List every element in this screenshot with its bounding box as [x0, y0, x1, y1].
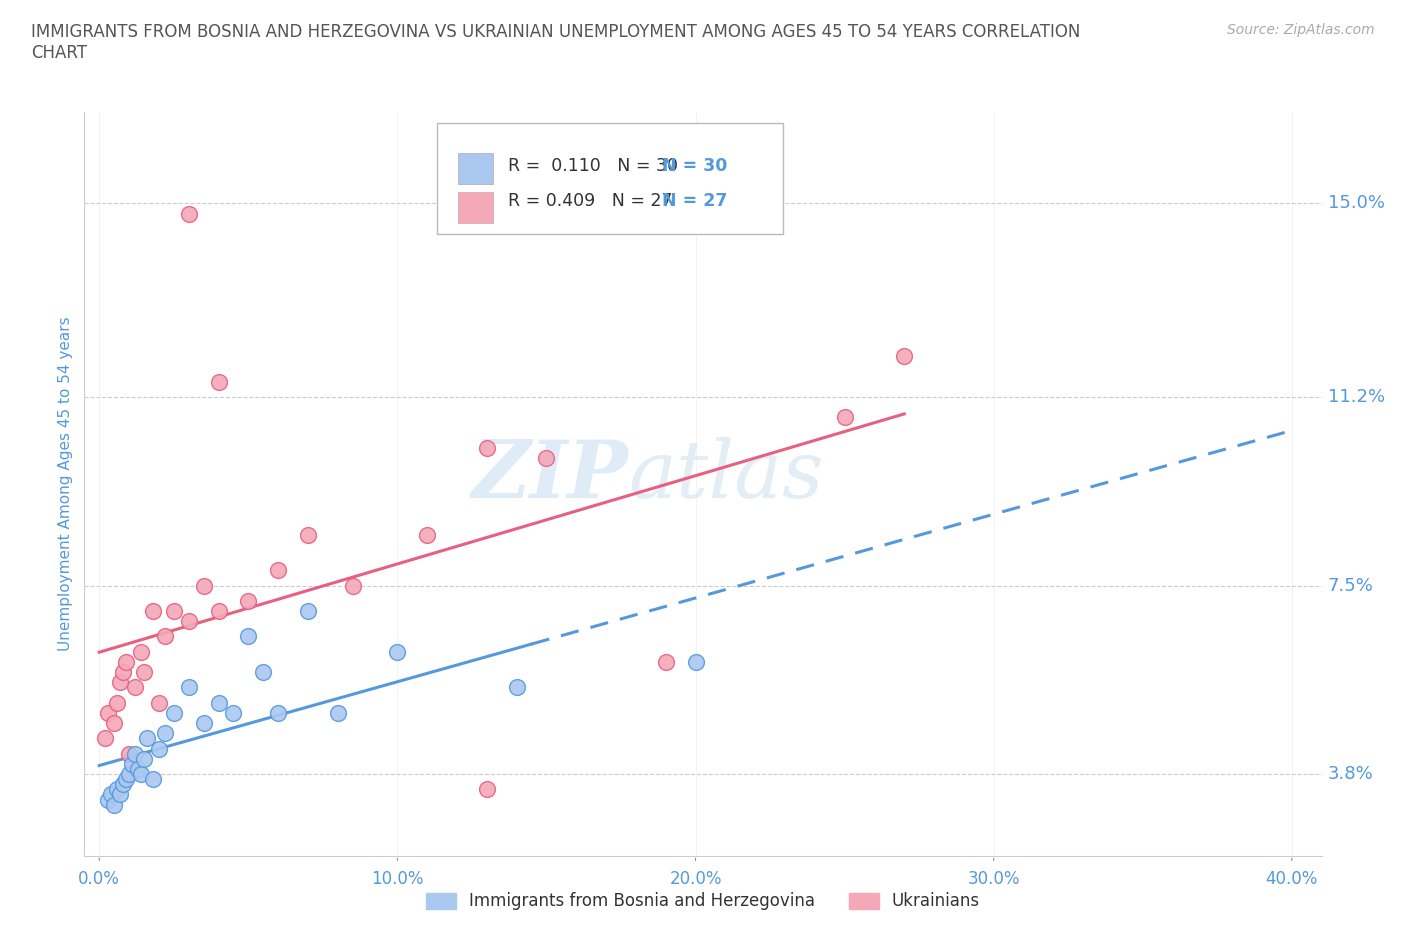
Point	[121, 756, 143, 771]
Point	[207, 374, 229, 389]
Point	[127, 762, 149, 777]
Point	[654, 655, 676, 670]
Point	[105, 696, 128, 711]
Point	[177, 680, 200, 695]
Text: ZIP: ZIP	[472, 437, 628, 515]
Text: N = 30: N = 30	[650, 157, 727, 175]
Point	[115, 655, 138, 670]
Point	[163, 706, 186, 721]
Legend: Immigrants from Bosnia and Herzegovina, Ukrainians: Immigrants from Bosnia and Herzegovina, …	[419, 885, 987, 917]
Text: N = 27: N = 27	[650, 193, 727, 210]
Point	[387, 644, 409, 659]
Text: 0.0%: 0.0%	[79, 870, 120, 888]
Point	[297, 527, 319, 542]
Text: 30.0%: 30.0%	[967, 870, 1019, 888]
Point	[238, 593, 260, 608]
Point	[112, 777, 135, 791]
Point	[97, 706, 120, 721]
Text: R = 0.409   N = 27: R = 0.409 N = 27	[508, 193, 672, 210]
Point	[112, 665, 135, 680]
Point	[129, 766, 152, 781]
Point	[207, 604, 229, 618]
Point	[100, 787, 122, 802]
Point	[222, 706, 245, 721]
Text: 3.8%: 3.8%	[1327, 765, 1374, 783]
Point	[207, 696, 229, 711]
Text: 40.0%: 40.0%	[1265, 870, 1317, 888]
Text: IMMIGRANTS FROM BOSNIA AND HERZEGOVINA VS UKRAINIAN UNEMPLOYMENT AMONG AGES 45 T: IMMIGRANTS FROM BOSNIA AND HERZEGOVINA V…	[31, 23, 1080, 62]
Text: 15.0%: 15.0%	[1327, 194, 1385, 212]
Point	[893, 349, 915, 364]
Point	[132, 665, 155, 680]
Point	[124, 680, 146, 695]
Text: 10.0%: 10.0%	[371, 870, 423, 888]
Point	[124, 746, 146, 761]
Point	[129, 644, 152, 659]
Y-axis label: Unemployment Among Ages 45 to 54 years: Unemployment Among Ages 45 to 54 years	[58, 316, 73, 651]
Point	[193, 716, 215, 731]
Point	[326, 706, 349, 721]
Point	[505, 680, 527, 695]
Point	[132, 751, 155, 766]
Point	[177, 614, 200, 629]
FancyBboxPatch shape	[458, 192, 492, 223]
Point	[416, 527, 439, 542]
Point	[118, 766, 141, 781]
Point	[118, 746, 141, 761]
Text: Source: ZipAtlas.com: Source: ZipAtlas.com	[1227, 23, 1375, 37]
Text: 20.0%: 20.0%	[669, 870, 721, 888]
Point	[297, 604, 319, 618]
Point	[153, 629, 176, 644]
Point	[193, 578, 215, 593]
Text: atlas: atlas	[628, 437, 824, 515]
Point	[103, 716, 125, 731]
Point	[475, 782, 498, 797]
Point	[108, 787, 131, 802]
Point	[142, 772, 165, 787]
Point	[238, 629, 260, 644]
Point	[177, 206, 200, 221]
Point	[685, 655, 707, 670]
Point	[342, 578, 364, 593]
Point	[103, 797, 125, 812]
Point	[115, 772, 138, 787]
Point	[267, 706, 290, 721]
Point	[163, 604, 186, 618]
Point	[536, 451, 558, 466]
Text: 11.2%: 11.2%	[1327, 388, 1385, 406]
Point	[267, 563, 290, 578]
Point	[108, 675, 131, 690]
Point	[105, 782, 128, 797]
Text: R =  0.110   N = 30: R = 0.110 N = 30	[508, 157, 678, 175]
Point	[252, 665, 274, 680]
Point	[142, 604, 165, 618]
Point	[136, 731, 159, 746]
Point	[97, 792, 120, 807]
Point	[834, 410, 856, 425]
FancyBboxPatch shape	[458, 153, 492, 184]
Point	[94, 731, 117, 746]
Point	[148, 696, 170, 711]
Point	[148, 741, 170, 756]
Point	[475, 441, 498, 456]
FancyBboxPatch shape	[437, 123, 783, 234]
Point	[153, 725, 176, 740]
Text: 7.5%: 7.5%	[1327, 577, 1374, 594]
